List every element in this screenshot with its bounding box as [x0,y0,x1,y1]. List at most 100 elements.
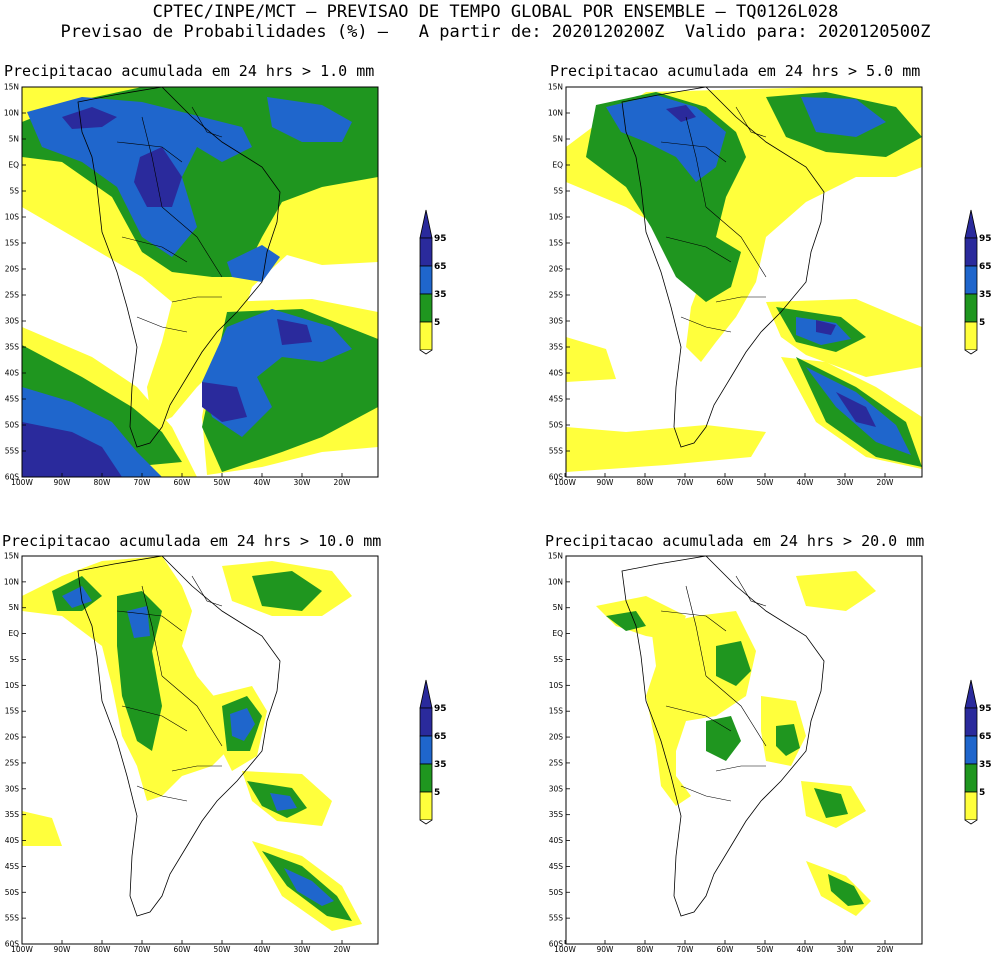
lon-label: 60W [717,478,735,487]
lon-label: 30W [294,478,312,487]
prob-region-4 [566,337,616,382]
panel-title-1mm: Precipitacao acumulada em 24 hrs > 1.0 m… [4,62,375,80]
country-border-1 [141,116,163,208]
lat-label: 5S [553,655,563,664]
lat-label: 35S [549,343,564,352]
colorbar-label: 35 [979,290,991,300]
lat-label: 50S [5,888,20,897]
country-border-5 [136,785,188,802]
panel-title-20mm: Precipitacao acumulada em 24 hrs > 20.0 … [545,532,925,550]
colorbar-bottom-arrow [419,349,433,355]
country-border-4 [715,296,766,303]
map-frame [565,555,923,945]
prob-region-7 [252,571,322,611]
lat-label: 45S [5,395,20,404]
lon-label: 70W [677,945,695,954]
prob-region-7 [716,641,751,686]
prob-region-10 [801,97,886,137]
colorbar-top-arrow [419,679,433,709]
lat-label: 20S [5,265,20,274]
lat-label: 10S [5,213,20,222]
lon-label: 90W [597,945,615,954]
prob-region-10 [814,788,848,818]
lon-label: 70W [134,478,152,487]
country-border-2 [161,206,223,278]
country-border-0 [660,610,727,632]
lat-label: 5S [9,187,19,196]
lat-label: EQ [552,629,563,638]
colorbar-segment [419,293,433,323]
lat-label: 25S [5,291,20,300]
prob-region-8 [117,591,162,751]
prob-region-9 [776,724,800,756]
lat-label: 40S [5,369,20,378]
lat-label: 60S [5,473,20,482]
prob-region-5 [22,811,62,846]
colorbar-segment [964,293,978,323]
lat-label: 45S [549,395,564,404]
prob-region-15 [270,793,297,811]
country-border-5 [680,785,732,802]
colorbar-label: 5 [979,788,985,798]
colorbar-bottom-arrow [419,819,433,825]
colorbar-segment [964,763,978,793]
colorbar-label: 95 [979,704,991,714]
colorbar-label: 95 [434,234,447,244]
colorbar-top-arrow [964,679,978,709]
lat-label: EQ [8,629,19,638]
lat-label: 5N [9,135,19,144]
prob-region-3 [566,425,766,472]
lat-label: 40S [5,836,20,845]
prob-region-13 [666,105,696,122]
prob-region-12 [62,586,92,608]
country-border-2 [705,675,767,747]
lat-label: 35S [5,343,20,352]
lat-label: 35S [5,810,20,819]
lon-label: 100W [11,945,33,954]
colorbar-segment [964,735,978,765]
prob-region-9 [606,95,726,182]
colorbar-segment [419,791,433,821]
lon-label: 20W [334,945,352,954]
lat-label: 25S [5,758,20,767]
lat-label: 60S [549,473,564,482]
prob-region-14 [816,320,836,335]
lon-label: 90W [54,945,72,954]
colorbar-bottom-arrow [964,819,978,825]
lat-label: 30S [5,784,20,793]
lon-label: 20W [877,945,895,954]
lat-label: 20S [5,733,20,742]
colorbar-label: 35 [434,760,447,770]
prob-region-15 [836,392,876,427]
colorbar-label: 65 [434,732,447,742]
lon-label: 30W [837,945,855,954]
prob-region-15 [22,422,122,477]
lon-label: 20W [334,478,352,487]
lon-label: 80W [94,945,112,954]
lat-label: 40S [549,369,564,378]
colorbar-20mm: 95 65 35 5 [962,678,991,830]
lon-label: 90W [54,478,72,487]
country-border-6 [191,575,223,607]
colorbar-10mm: 95 65 35 5 [417,678,457,830]
lon-label: 70W [677,478,695,487]
lat-label: 10N [548,577,563,586]
colorbar-label: 95 [979,234,991,244]
country-border-6 [191,106,223,138]
lat-label: 10N [548,109,563,118]
lat-label: 15N [548,83,563,92]
lat-label: 55S [549,914,564,923]
country-border-3 [665,705,732,732]
lat-label: 60S [549,940,564,949]
lat-label: 20S [549,265,564,274]
colorbar-segment [964,791,978,821]
lon-label: 80W [637,945,655,954]
prob-region-8 [706,716,741,761]
lon-label: 30W [294,945,312,954]
colorbar-segment [419,265,433,295]
map-frame [21,86,379,478]
lat-label: 5S [9,655,19,664]
lon-label: 50W [757,945,775,954]
country-border-1 [685,116,707,208]
lat-label: 25S [549,291,564,300]
